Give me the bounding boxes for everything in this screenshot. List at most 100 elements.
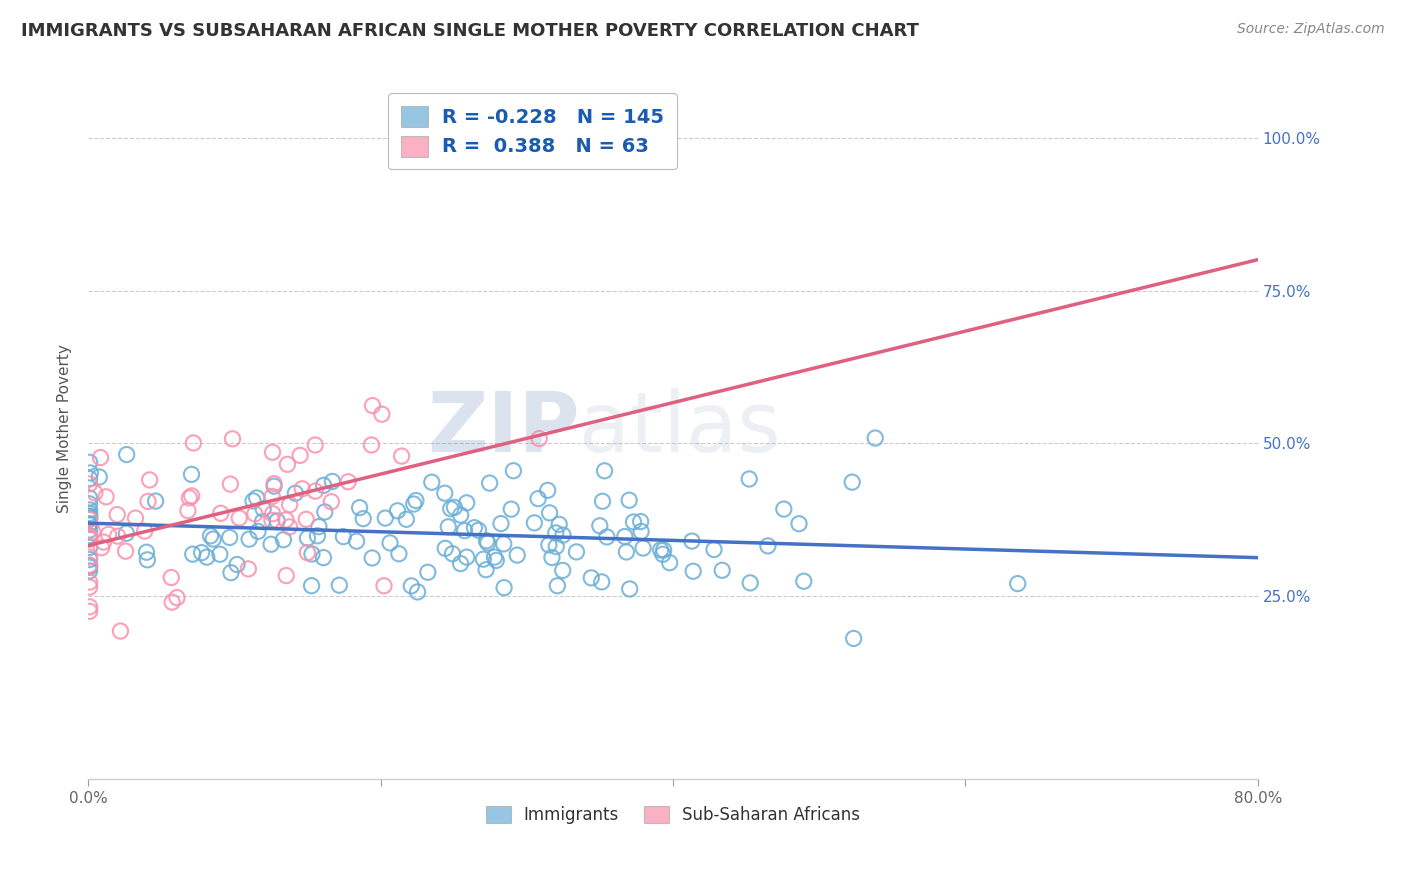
Point: [546, 540, 568, 554]
Point: [115, 526, 138, 541]
Point: [79, 531, 101, 545]
Point: [682, 564, 704, 578]
Point: [651, 547, 673, 561]
Point: [278, 520, 301, 534]
Text: IMMIGRANTS VS SUBSAHARAN AFRICAN SINGLE MOTHER POVERTY CORRELATION CHART: IMMIGRANTS VS SUBSAHARAN AFRICAN SINGLE …: [21, 22, 920, 40]
Point: [94, 490, 117, 504]
Point: [79, 533, 101, 547]
Point: [841, 475, 863, 490]
Point: [177, 503, 200, 517]
Point: [658, 556, 681, 570]
Point: [218, 531, 240, 545]
Point: [374, 511, 396, 525]
Point: [79, 604, 101, 618]
Point: [546, 579, 568, 593]
Point: [105, 508, 128, 522]
Point: [453, 524, 475, 538]
Point: [219, 566, 242, 580]
Point: [79, 523, 101, 537]
Point: [492, 537, 515, 551]
Point: [703, 542, 725, 557]
Point: [489, 516, 512, 531]
Point: [79, 564, 101, 578]
Point: [202, 532, 225, 546]
Point: [467, 523, 489, 537]
Point: [484, 550, 506, 565]
Point: [110, 624, 132, 638]
Point: [437, 520, 460, 534]
Point: [650, 543, 672, 558]
Point: [226, 558, 249, 572]
Point: [793, 574, 815, 589]
Point: [238, 532, 260, 546]
Point: [842, 632, 865, 646]
Point: [478, 476, 501, 491]
Point: [420, 475, 443, 490]
Point: [79, 466, 101, 480]
Point: [82, 524, 104, 539]
Point: [79, 491, 101, 505]
Point: [463, 521, 485, 535]
Point: [291, 482, 314, 496]
Point: [332, 530, 354, 544]
Point: [551, 528, 574, 542]
Point: [79, 529, 101, 543]
Point: [79, 512, 101, 526]
Point: [297, 546, 319, 560]
Point: [79, 512, 101, 526]
Point: [378, 536, 401, 550]
Point: [79, 575, 101, 590]
Point: [441, 547, 464, 561]
Point: [402, 497, 425, 511]
Point: [209, 506, 232, 520]
Point: [433, 486, 456, 500]
Point: [179, 491, 201, 505]
Point: [772, 502, 794, 516]
Point: [79, 476, 101, 491]
Point: [494, 581, 516, 595]
Point: [314, 505, 336, 519]
Point: [475, 563, 498, 577]
Point: [373, 579, 395, 593]
Point: [242, 494, 264, 508]
Point: [79, 506, 101, 520]
Point: [406, 585, 429, 599]
Point: [617, 493, 640, 508]
Point: [548, 517, 571, 532]
Point: [138, 473, 160, 487]
Point: [79, 509, 101, 524]
Point: [107, 529, 129, 543]
Point: [273, 533, 295, 547]
Point: [328, 578, 350, 592]
Point: [79, 511, 101, 525]
Point: [228, 511, 250, 525]
Point: [312, 550, 335, 565]
Point: [787, 516, 810, 531]
Point: [589, 518, 612, 533]
Point: [89, 450, 111, 465]
Point: [276, 458, 298, 472]
Point: [614, 545, 637, 559]
Point: [361, 551, 384, 566]
Point: [619, 582, 641, 596]
Point: [352, 511, 374, 525]
Point: [581, 571, 603, 585]
Point: [304, 438, 326, 452]
Point: [260, 537, 283, 551]
Point: [83, 486, 105, 500]
Point: [166, 591, 188, 605]
Point: [79, 517, 101, 532]
Point: [523, 516, 546, 530]
Point: [312, 478, 335, 492]
Point: [711, 563, 734, 577]
Point: [79, 472, 101, 486]
Point: [477, 536, 499, 550]
Point: [90, 541, 112, 555]
Point: [79, 497, 101, 511]
Point: [395, 512, 418, 526]
Point: [160, 595, 183, 609]
Point: [221, 432, 243, 446]
Point: [450, 557, 472, 571]
Point: [401, 579, 423, 593]
Point: [115, 448, 138, 462]
